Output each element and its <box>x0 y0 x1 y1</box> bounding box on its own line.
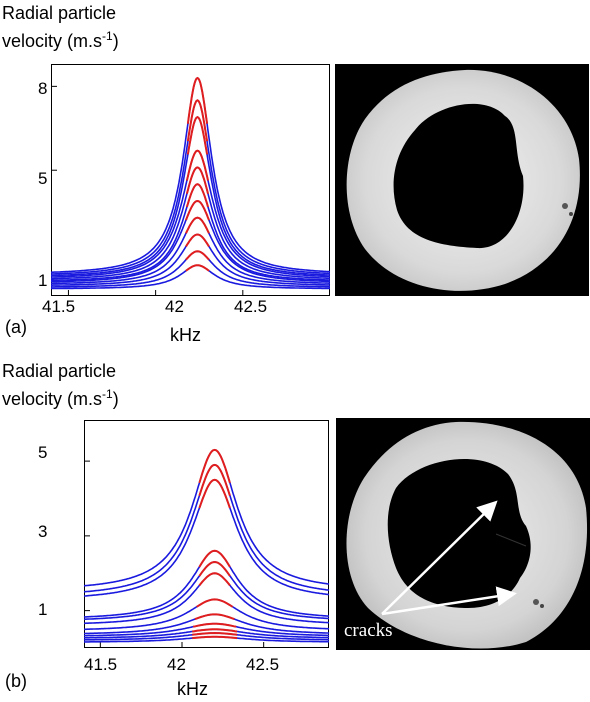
y-axis-label-b-line2: velocity (m.s-1) <box>2 387 119 409</box>
chart-a-series-peak-2 <box>186 115 209 155</box>
chart-b-series-peak-6 <box>196 598 234 608</box>
chart-a-series-peak-5 <box>185 183 209 208</box>
chart-b-series-peak-4 <box>198 560 231 577</box>
chart-b-plot-frame <box>84 420 329 648</box>
y-tick-a-top: 8 <box>38 79 48 98</box>
chart-a-series-peak-3 <box>185 149 209 181</box>
panel-label-b: (b) <box>5 671 27 691</box>
line-chart-b <box>83 420 330 648</box>
chart-b-series-peak-7 <box>194 613 235 621</box>
x-tick-b-1: 41.5 <box>84 655 118 674</box>
bone-section-image-b: cracks <box>336 418 590 650</box>
chart-b-series-peak-0 <box>198 448 231 484</box>
chart-a-series-peak-1 <box>186 99 209 142</box>
y-tick-b-top: 5 <box>38 443 48 462</box>
chart-b-series-peak-1 <box>198 463 231 497</box>
x-axis-label-a: kHz <box>170 325 201 345</box>
bone-section-image-a <box>335 64 589 296</box>
chart-b-series-peak-11 <box>192 635 238 640</box>
chart-b-series-peak-10 <box>192 631 238 636</box>
chart-a-series-peak-9 <box>185 250 210 261</box>
chart-a-series-peak-4 <box>185 166 209 194</box>
y-tick-b-low: 1 <box>38 600 48 619</box>
x-tick-a-2: 42 <box>165 297 184 316</box>
x-tick-b-3: 42.5 <box>246 655 280 674</box>
cracks-annotation: cracks <box>344 620 393 641</box>
y-axis-label-a-line2: velocity (m.s-1) <box>2 29 119 51</box>
chart-a-series-peak-10 <box>185 264 210 272</box>
chart-a-series-peak-6 <box>185 199 210 221</box>
y-axis-label-a-line1: Radial particle <box>2 3 117 23</box>
y-tick-a-low: 1 <box>38 271 48 290</box>
x-tick-a-1: 41.5 <box>42 297 76 316</box>
chart-a-series-peak-7 <box>185 216 210 234</box>
chart-b-series-peak-9 <box>192 628 238 633</box>
chart-a-series-peak-0 <box>186 76 209 124</box>
x-tick-b-2: 42 <box>167 655 186 674</box>
x-axis-label-b: kHz <box>177 679 208 699</box>
x-tick-a-3: 42.5 <box>234 297 268 316</box>
y-tick-b-mid: 3 <box>38 522 48 541</box>
chart-b-series-peak-5 <box>198 572 231 587</box>
y-tick-a-mid: 5 <box>38 169 48 188</box>
chart-b-series-peak-2 <box>198 478 231 509</box>
chart-b-series-peak-3 <box>198 549 231 568</box>
panel-label-a: (a) <box>5 317 27 337</box>
y-axis-label-b-line1: Radial particle <box>2 361 117 381</box>
line-chart-a <box>50 64 331 296</box>
chart-a-series-peak-8 <box>185 233 210 248</box>
chart-b-series-peak-8 <box>192 622 237 628</box>
